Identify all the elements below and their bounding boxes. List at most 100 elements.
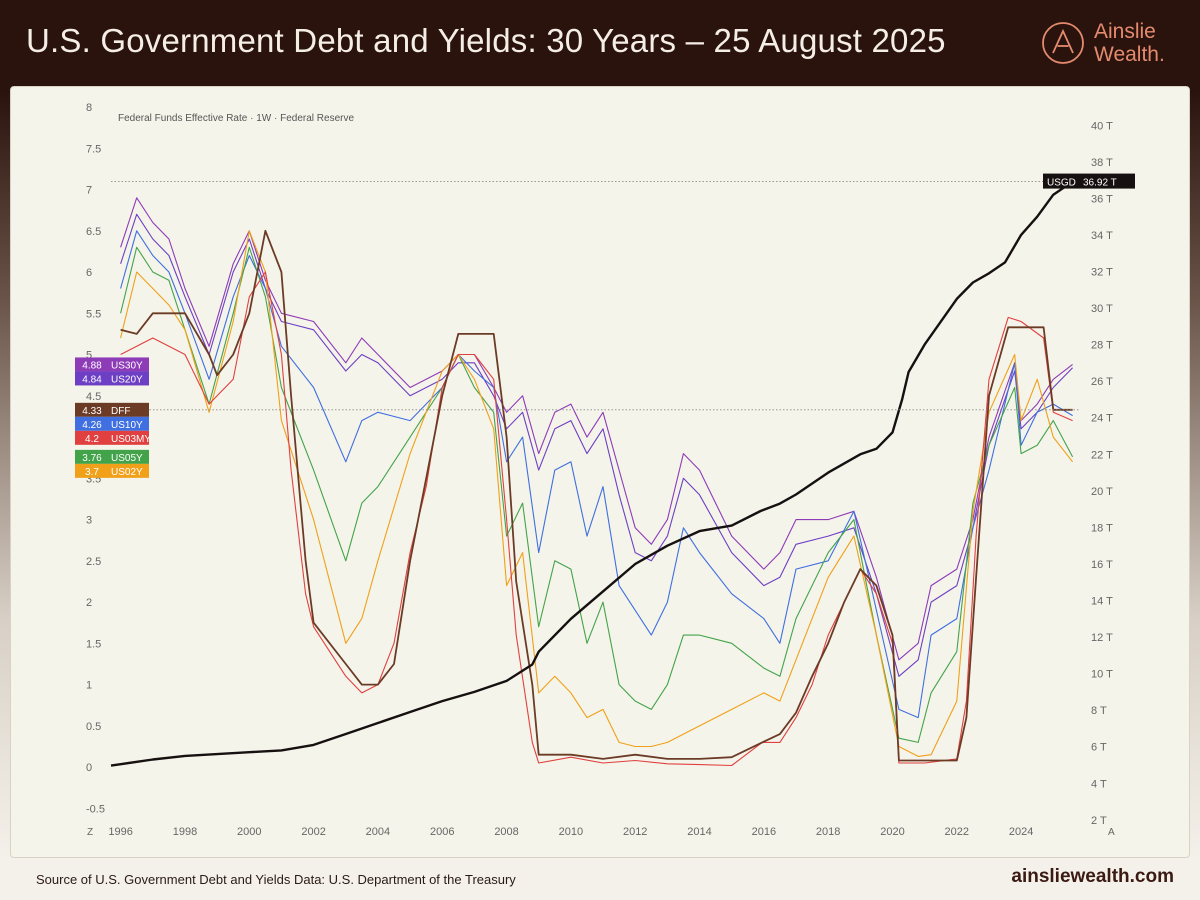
x-axis-tick: 1996 (108, 826, 132, 838)
x-axis-tick: 2008 (494, 826, 518, 838)
series-name-badge (109, 371, 149, 386)
x-axis-tick: 2004 (366, 826, 390, 838)
series-name-badge (109, 416, 149, 431)
last-value-label: 4.33 (82, 406, 102, 417)
left-axis-tick: 2 (86, 597, 92, 609)
left-axis-tick: 4.5 (86, 391, 101, 403)
left-axis-tick: 1.5 (86, 638, 101, 650)
right-axis-tick: 40 T (1091, 120, 1113, 132)
chart-panel: Federal Funds Effective Rate · 1W · Fede… (10, 86, 1190, 858)
left-axis-tick: 7 (86, 185, 92, 197)
website-link[interactable]: ainsliewealth.com (1011, 866, 1174, 887)
logo-line-2: Wealth. (1094, 43, 1165, 66)
series-name-label: US03MY (111, 434, 151, 445)
right-axis-tick: 12 T (1091, 632, 1113, 644)
left-axis-tick: -0.5 (86, 803, 105, 815)
left-axis-tick: 0 (86, 762, 92, 774)
x-axis-tick: 2010 (559, 826, 583, 838)
series-line-us02y (120, 230, 1074, 757)
last-value-label: 4.84 (82, 374, 102, 385)
series-line-us10y (120, 230, 1073, 719)
left-axis-tick: 5 (86, 350, 92, 362)
x-axis-tick: 2020 (880, 826, 904, 838)
left-axis-tick: 6.5 (86, 226, 101, 238)
series-name-badge (109, 449, 149, 464)
last-value-badge (75, 463, 109, 478)
right-axis-tick: 10 T (1091, 669, 1113, 681)
last-value-label: 4.26 (82, 420, 102, 431)
last-value-label: 4.2 (85, 434, 99, 445)
series-name-label: US05Y (111, 453, 143, 464)
series-name-badge (109, 463, 149, 478)
last-value-badge (75, 449, 109, 464)
x-axis-tick: 2018 (816, 826, 840, 838)
left-axis-tick: 6 (86, 267, 92, 279)
left-axis-tick: 8 (86, 102, 92, 114)
last-value-label: 4.88 (82, 360, 102, 371)
x-axis-corner-left: Z (87, 827, 93, 838)
series-line-usgd (110, 180, 1074, 767)
series-name-label: US30Y (111, 360, 143, 371)
x-axis-tick: 2000 (237, 826, 261, 838)
right-axis-tick: 8 T (1091, 705, 1107, 717)
left-axis-tick: 7.5 (86, 143, 101, 155)
series-line-dff (120, 229, 1073, 762)
right-axis-tick: 6 T (1091, 742, 1107, 754)
left-axis-tick: 3 (86, 515, 92, 527)
x-axis-tick: 2012 (623, 826, 647, 838)
series-line-us05y (120, 246, 1074, 743)
series-name-badge (109, 430, 149, 445)
x-axis-tick: 2022 (945, 826, 969, 838)
page-title: U.S. Government Debt and Yields: 30 Year… (26, 22, 946, 59)
last-value-badge (75, 430, 109, 445)
last-value-badge (75, 402, 109, 417)
chart-subtitle: Federal Funds Effective Rate · 1W · Fede… (118, 113, 354, 124)
right-axis-tick: 24 T (1091, 413, 1113, 425)
right-axis-tick: 28 T (1091, 340, 1113, 352)
usgd-name-label: USGD (1047, 178, 1076, 189)
last-value-label: 3.76 (82, 453, 102, 464)
x-axis-tick: 2014 (687, 826, 711, 838)
right-axis-tick: 30 T (1091, 303, 1113, 315)
last-value-badge (75, 371, 109, 386)
right-axis-tick: 16 T (1091, 559, 1113, 571)
series-name-label: DFF (111, 406, 130, 417)
series-name-badge (109, 402, 149, 417)
right-axis-tick: 20 T (1091, 486, 1113, 498)
chart: Federal Funds Effective Rate · 1W · Fede… (75, 102, 1135, 838)
right-axis-tick: 36 T (1091, 193, 1113, 205)
right-axis-tick: 38 T (1091, 157, 1113, 169)
left-axis-tick: 1 (86, 680, 92, 692)
series-name-label: US10Y (111, 420, 143, 431)
usgd-name-badge (1043, 173, 1079, 189)
source-note: Source of U.S. Government Debt and Yield… (36, 872, 516, 887)
series-name-label: US02Y (111, 467, 143, 478)
ainslie-logo-icon (1042, 22, 1084, 64)
x-axis-tick: 2024 (1009, 826, 1033, 838)
last-value-badge (75, 357, 109, 372)
right-axis-tick: 2 T (1091, 815, 1107, 827)
right-axis-tick: 34 T (1091, 230, 1113, 242)
left-axis-tick: 2.5 (86, 556, 101, 568)
x-axis-tick: 2006 (430, 826, 454, 838)
right-axis-tick: 14 T (1091, 596, 1113, 608)
right-axis-tick: 4 T (1091, 778, 1107, 790)
right-axis-tick: 22 T (1091, 449, 1113, 461)
brand-logo: Ainslie Wealth. (1040, 18, 1190, 68)
logo-line-1: Ainslie (1094, 20, 1156, 43)
x-axis-tick: 2016 (752, 826, 776, 838)
usgd-value-label: 36.92 T (1083, 178, 1117, 189)
left-axis-tick: 0.5 (86, 721, 101, 733)
series-name-badge (109, 357, 149, 372)
last-value-badge (75, 416, 109, 431)
right-axis-tick: 26 T (1091, 376, 1113, 388)
series-line-us03my (120, 271, 1073, 767)
right-axis-tick: 18 T (1091, 522, 1113, 534)
left-axis-tick: 5.5 (86, 308, 101, 320)
right-axis-tick: 32 T (1091, 267, 1113, 279)
series-name-label: US20Y (111, 374, 143, 385)
last-value-label: 3.7 (85, 467, 99, 478)
x-axis-tick: 2002 (301, 826, 325, 838)
x-axis-tick: 1998 (173, 826, 197, 838)
usgd-value-badge (1079, 173, 1135, 189)
